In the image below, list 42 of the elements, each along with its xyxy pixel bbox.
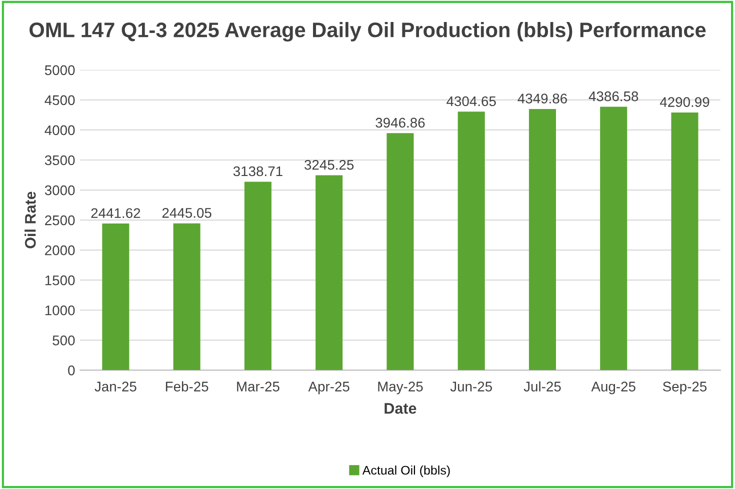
data-label: 4349.86: [518, 94, 567, 104]
data-label: 4386.58: [588, 91, 638, 102]
chart-title: OML 147 Q1-3 2025 Average Daily Oil Production (bbls) Performance: [30, 22, 706, 42]
y-axis-title: Oil Rate: [24, 192, 36, 248]
y-tick-label: 500: [52, 335, 75, 346]
y-tick-label: 1000: [45, 305, 75, 316]
x-tick-label: Jun-25: [450, 382, 492, 392]
data-label: 4290.99: [660, 97, 710, 107]
bar: [671, 112, 698, 370]
x-tick-label: May-25: [378, 382, 423, 394]
legend-label: Actual Oil (bbls): [362, 465, 450, 478]
data-label: 3245.25: [304, 160, 354, 170]
bar: [102, 224, 130, 370]
x-axis-title: Date: [384, 403, 416, 414]
y-tick-label: 3500: [44, 155, 75, 166]
x-tick-label: Sep-25: [662, 382, 707, 394]
y-tick-label: 4000: [44, 125, 75, 136]
data-label: 4304.65: [446, 96, 496, 106]
bar: [244, 182, 272, 370]
x-tick-label: Mar-25: [237, 382, 280, 392]
data-label: 3138.71: [233, 166, 282, 176]
y-tick-label: 5000: [44, 65, 75, 76]
y-tick-label: 2500: [45, 215, 75, 226]
x-tick-label: Aug-25: [591, 382, 636, 394]
x-tick-label: Feb-25: [166, 381, 208, 392]
bar: [316, 175, 343, 370]
bar: [458, 112, 485, 370]
x-tick-label: Jul-25: [524, 381, 561, 392]
x-tick-label: Apr-25: [308, 382, 350, 394]
y-tick-label: 1500: [45, 275, 75, 286]
bar: [173, 223, 200, 370]
bar: [386, 133, 414, 370]
y-tick-label: 3000: [44, 185, 75, 196]
data-label: 2445.05: [162, 208, 212, 218]
data-label: 3946.86: [376, 118, 425, 128]
y-tick-label: 4500: [44, 95, 75, 106]
bar: [600, 106, 628, 370]
bar: [528, 108, 556, 370]
y-tick-label: 0: [68, 366, 75, 376]
y-tick-label: 2000: [45, 245, 75, 256]
x-tick-label: Jan-25: [94, 382, 136, 392]
data-label: 2441.62: [91, 208, 140, 218]
